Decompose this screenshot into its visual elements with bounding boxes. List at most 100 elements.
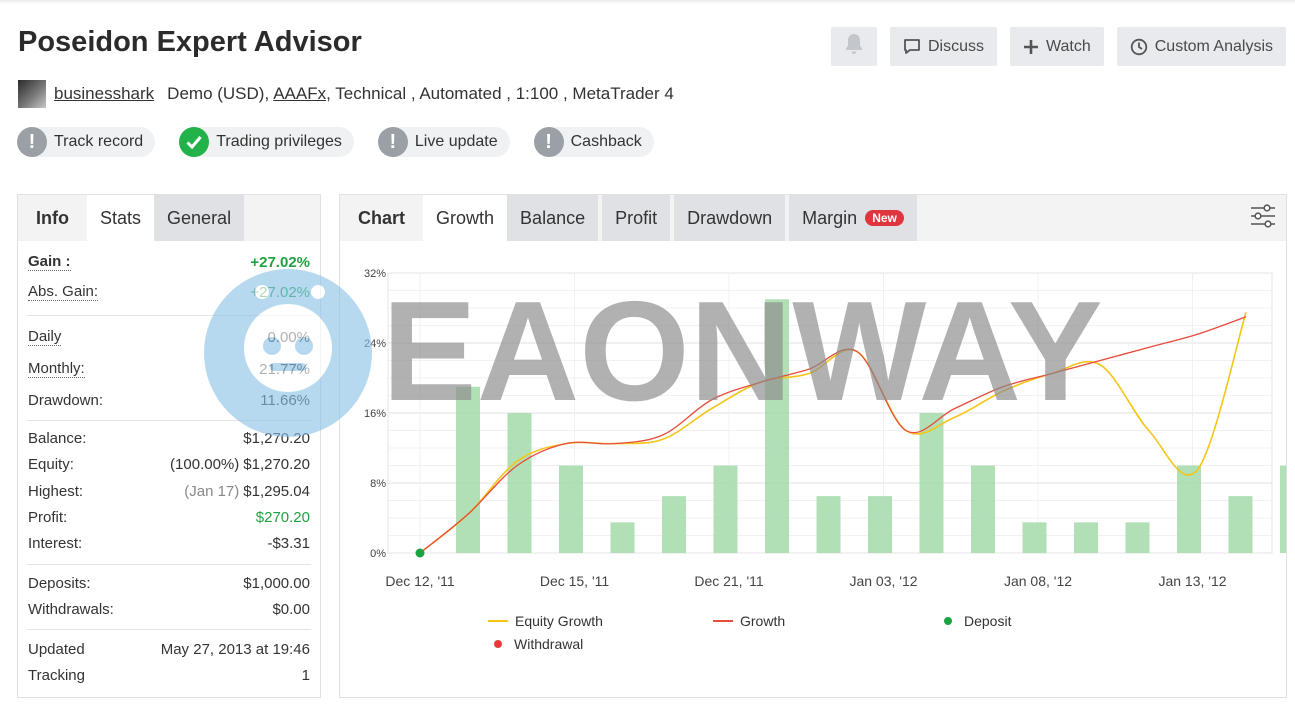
stat-label[interactable]: Daily: [28, 328, 62, 346]
legend-deposit[interactable]: Deposit: [944, 613, 1011, 629]
stat-value: $1,270.20: [243, 456, 310, 473]
stat-label: Profit:: [28, 508, 68, 526]
sliders-icon: [1250, 203, 1276, 233]
trade-bar: [816, 496, 841, 553]
trade-bar: [1177, 465, 1201, 553]
divider: [27, 315, 311, 316]
stat-deposits: Deposits: $1,000.00: [28, 570, 310, 596]
stat-value: $270.20: [255, 508, 310, 526]
top-shadow: [0, 0, 1295, 4]
stat-balance: Balance: $1,270.20: [28, 425, 310, 451]
trade-bar: [765, 299, 789, 553]
x-tick-label: Jan 13, '12: [1158, 573, 1226, 589]
stat-label: Updated: [28, 640, 85, 658]
trade-bar: [868, 496, 892, 553]
trade-bar: [559, 465, 583, 553]
stat-value: $1,270.20: [243, 429, 310, 447]
watch-button[interactable]: Watch: [1009, 27, 1104, 66]
stat-value-group: (100.00%) $1,270.20: [170, 456, 310, 473]
legend-line: [713, 620, 733, 622]
watch-label: Watch: [1045, 37, 1091, 55]
stat-tracking: Tracking 1: [28, 662, 310, 688]
track-record-badge[interactable]: ! Track record: [17, 127, 156, 157]
tab-margin-label: Margin: [802, 207, 858, 228]
badge-label: Trading privileges: [216, 133, 342, 150]
cashback-badge[interactable]: ! Cashback: [533, 127, 654, 157]
tab-info[interactable]: Info: [36, 207, 69, 228]
stat-gain: Gain : +27.02%: [28, 247, 310, 277]
badge-label: Track record: [54, 133, 144, 150]
tab-margin[interactable]: Margin New: [789, 195, 917, 241]
y-tick-label: 32%: [364, 268, 386, 280]
tab-balance[interactable]: Balance: [507, 195, 599, 241]
exclamation-icon: !: [533, 127, 564, 157]
legend-equity-growth[interactable]: Equity Growth: [488, 613, 603, 629]
chart-settings-button[interactable]: [1240, 195, 1286, 241]
custom-analysis-label: Custom Analysis: [1154, 37, 1273, 55]
x-tick-label: Dec 15, '11: [540, 573, 610, 589]
tab-general[interactable]: General: [154, 195, 245, 241]
stat-withdrawals: Withdrawals: $0.00: [28, 596, 310, 622]
trade-bar: [456, 386, 480, 553]
x-tick-label: Dec 21, '11: [694, 573, 764, 589]
y-tick-label: 8%: [370, 478, 386, 490]
stat-label[interactable]: Abs. Gain:: [28, 283, 99, 301]
user-link[interactable]: businesshark: [54, 84, 155, 103]
stat-daily: Daily 0.00%: [28, 321, 310, 353]
legend-label: Equity Growth: [515, 613, 603, 629]
legend-growth[interactable]: Growth: [713, 613, 785, 629]
stat-monthly: Monthly: 21.77%: [28, 353, 310, 385]
bell-icon: [844, 33, 864, 60]
top-actions: Discuss Watch Custom Analysis: [830, 27, 1286, 66]
legend-label: Deposit: [964, 613, 1012, 629]
y-tick-label: 24%: [364, 338, 386, 350]
legend-line: [488, 620, 508, 622]
stat-label: Tracking: [28, 666, 85, 684]
stat-label[interactable]: Monthly:: [28, 360, 85, 378]
stat-profit: Profit: $270.20: [28, 504, 310, 530]
deposit-point: [415, 548, 425, 558]
page-title: Poseidon Expert Advisor: [18, 26, 362, 58]
stat-value: 1: [301, 666, 310, 684]
stat-value: 11.66%: [260, 391, 310, 409]
x-tick-label: Dec 12, '11: [385, 573, 455, 589]
legend-label: Growth: [740, 613, 786, 629]
chat-icon: [903, 38, 921, 55]
tab-growth[interactable]: Growth: [423, 195, 508, 241]
stat-value: May 27, 2013 at 19:46: [160, 640, 310, 658]
custom-analysis-button[interactable]: Custom Analysis: [1116, 27, 1286, 66]
stat-value: 0.00%: [267, 328, 310, 346]
trade-bar: [1228, 496, 1253, 553]
discuss-button[interactable]: Discuss: [889, 27, 997, 66]
notify-button[interactable]: [830, 27, 877, 66]
trade-bar: [662, 496, 686, 553]
divider: [27, 420, 311, 421]
x-tick-label: Jan 08, '12: [1004, 573, 1072, 589]
broker-link[interactable]: AAAFx: [273, 84, 327, 103]
legend-dot: [494, 640, 502, 648]
stats-list: Gain : +27.02% Abs. Gain: +27.02% Daily …: [18, 247, 320, 688]
trading-privileges-badge[interactable]: Trading privileges: [179, 127, 354, 157]
y-tick-label: 16%: [364, 408, 386, 420]
live-update-badge[interactable]: ! Live update: [377, 127, 510, 157]
avatar[interactable]: [18, 80, 46, 108]
tab-stats[interactable]: Stats: [87, 195, 155, 241]
divider: [27, 564, 311, 565]
stat-value: $0.00: [272, 600, 310, 618]
stat-label: Balance:: [28, 429, 87, 447]
trade-bar: [507, 413, 532, 553]
check-icon: [179, 127, 210, 157]
trade-bar: [1280, 465, 1286, 553]
stat-label: Interest:: [28, 535, 83, 552]
account-details: , Technical , Automated , 1:100 , MetaTr…: [326, 84, 674, 103]
stat-label: Withdrawals:: [28, 600, 114, 618]
legend-withdrawal[interactable]: Withdrawal: [494, 636, 583, 652]
stat-label[interactable]: Gain :: [28, 253, 71, 271]
tab-drawdown[interactable]: Drawdown: [674, 195, 786, 241]
chart-tabs: Chart Growth Balance Profit Drawdown Mar…: [340, 195, 1286, 241]
stat-highest: Highest: (Jan 17) $1,295.04: [28, 478, 310, 504]
badge-label: Cashback: [570, 133, 642, 150]
tab-profit[interactable]: Profit: [602, 195, 671, 241]
plus-icon: [1023, 39, 1039, 55]
trade-bar: [1074, 522, 1098, 553]
